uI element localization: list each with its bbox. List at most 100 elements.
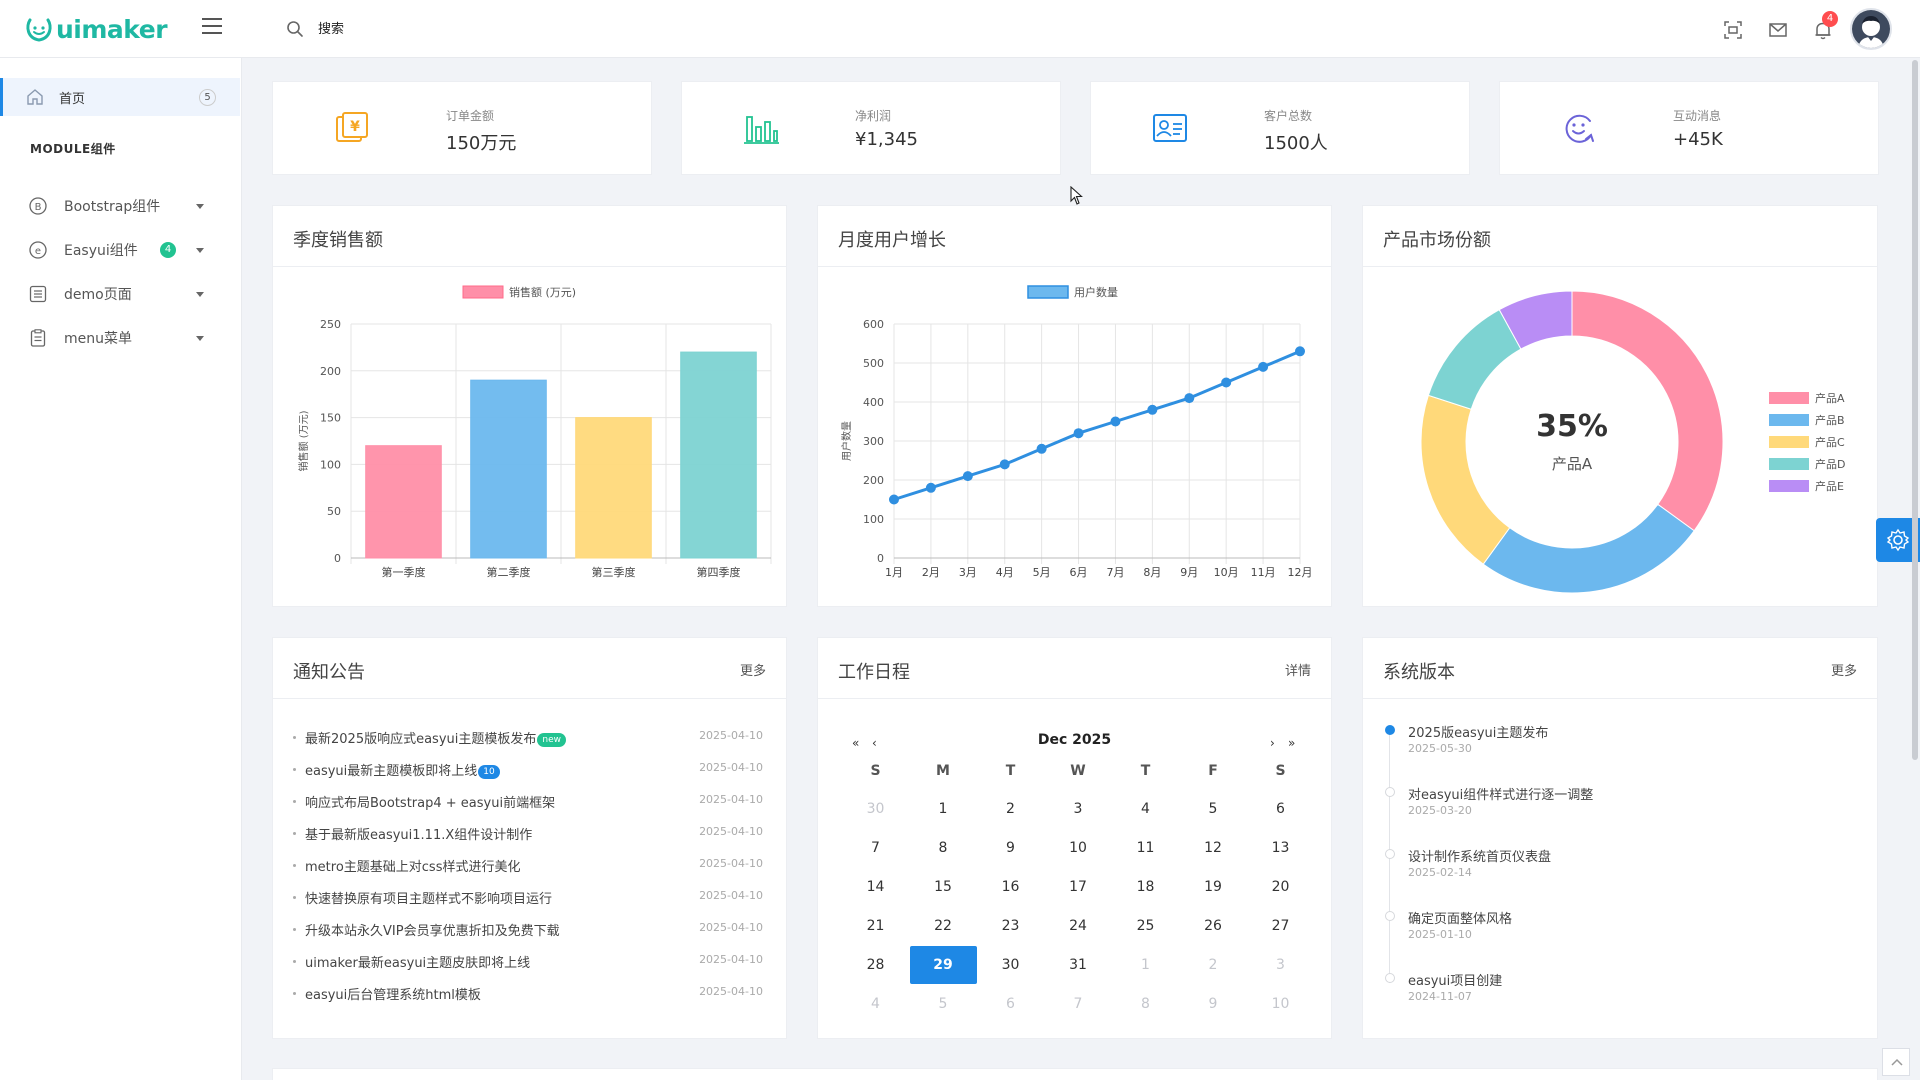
calendar-prev-year-button[interactable]: « <box>852 736 860 750</box>
calendar-day[interactable]: 21 <box>866 918 885 934</box>
timeline-title[interactable]: easyui项目创建 <box>1408 974 1503 989</box>
versions-more-link[interactable]: 更多 <box>1830 664 1857 679</box>
calendar-day[interactable]: 6 <box>1006 996 1015 1012</box>
calendar-day[interactable]: 1 <box>938 801 948 817</box>
y-tick-label: 0 <box>877 552 884 565</box>
panel-monthly-users: 月度用户增长 用户数量 0 100 200 300 400 500 600 1月 2月 3月 4月 5月… <box>817 205 1332 607</box>
search-input[interactable] <box>318 16 518 42</box>
stat-label: 订单金额 <box>446 109 495 123</box>
calendar-day[interactable]: 17 <box>1069 879 1087 895</box>
page-scrollbar[interactable] <box>1912 58 1918 1080</box>
calendar-day[interactable]: 3 <box>1073 801 1083 817</box>
notice-date: 2025-04-10 <box>699 921 763 934</box>
calendar-day[interactable]: 11 <box>1136 840 1155 856</box>
x-tick-label: 10月 <box>1214 566 1239 579</box>
x-tick-label: 2月 <box>922 566 940 579</box>
stat-card-net-profit: 净利润 ¥1,345 <box>681 81 1061 175</box>
calendar-next-month-button[interactable]: › <box>1270 736 1275 750</box>
x-tick-label: 第一季度 <box>382 565 426 579</box>
notice-item[interactable]: 升级本站永久VIP会员享优惠折扣及免费下载 2025-04-10 <box>293 920 763 940</box>
notice-item[interactable]: uimaker最新easyui主题皮肤即将上线 2025-04-10 <box>293 952 763 972</box>
calendar-day[interactable]: 14 <box>866 879 885 895</box>
calendar-day[interactable]: 20 <box>1271 879 1290 895</box>
data-point <box>1295 346 1305 357</box>
bar <box>680 351 757 559</box>
sidebar: 首页 5 MODULE组件 B Bootstrap组件 e Easyui组件 4… <box>0 58 242 1080</box>
x-tick-label: 5月 <box>1033 566 1051 579</box>
calendar-day[interactable]: 25 <box>1136 918 1155 934</box>
gear-icon <box>1886 528 1910 552</box>
calendar-day[interactable]: 2 <box>1006 801 1015 817</box>
notice-item[interactable]: easyui后台管理系统html模板 2025-04-10 <box>293 984 763 1004</box>
calendar-day[interactable]: 7 <box>871 840 880 856</box>
calendar-prev-month-button[interactable]: ‹ <box>872 736 877 750</box>
calendar-weekday-header: T <box>1005 763 1016 779</box>
calendar-day[interactable]: 5 <box>1208 801 1218 817</box>
calendar-next-year-button[interactable]: » <box>1288 736 1296 750</box>
sidebar-item-easyui[interactable]: e Easyui组件 4 <box>0 232 240 268</box>
calendar-day[interactable]: 2 <box>1208 957 1218 973</box>
calendar-day[interactable]: 27 <box>1271 918 1290 934</box>
timeline-title[interactable]: 确定页面整体风格 <box>1408 912 1513 927</box>
calendar-day[interactable]: 8 <box>1141 996 1150 1012</box>
calendar-day[interactable]: 4 <box>1141 801 1150 817</box>
bullet-dot <box>293 864 296 867</box>
bullet-dot <box>293 928 296 931</box>
calendar-day[interactable]: 1 <box>1141 957 1150 973</box>
calendar-day[interactable]: 23 <box>1001 918 1020 934</box>
calendar-day[interactable]: 28 <box>866 957 885 973</box>
notice-item[interactable]: 响应式布局Bootstrap4 + easyui前端框架 2025-04-10 <box>293 792 763 812</box>
calendar-day[interactable]: 13 <box>1271 840 1290 856</box>
calendar-day[interactable]: 30 <box>866 801 885 817</box>
sidebar-item-label: menu菜单 <box>64 331 132 347</box>
timeline-title[interactable]: 设计制作系统首页仪表盘 <box>1408 850 1552 865</box>
notices-more-link[interactable]: 更多 <box>739 664 766 679</box>
bullet-dot <box>293 896 296 899</box>
calendar-day[interactable]: 10 <box>1271 996 1290 1012</box>
timeline-title[interactable]: 对easyui组件样式进行逐一调整 <box>1408 788 1594 803</box>
calendar-day[interactable]: 9 <box>1208 996 1218 1012</box>
scroll-top-button[interactable] <box>1882 1048 1910 1076</box>
logo[interactable]: uimaker <box>24 10 168 48</box>
sidebar-item-home[interactable]: 首页 5 <box>0 78 240 116</box>
timeline-title[interactable]: 2025版easyui主题发布 <box>1408 726 1549 741</box>
sidebar-item-bootstrap[interactable]: B Bootstrap组件 <box>0 188 240 224</box>
fullscreen-icon[interactable] <box>1722 19 1744 41</box>
calendar-day[interactable]: 18 <box>1136 879 1155 895</box>
y-tick-label: 150 <box>320 412 341 425</box>
calendar-day[interactable]: 7 <box>1073 996 1083 1012</box>
calendar-day[interactable]: 29 <box>909 946 977 984</box>
calendar-day[interactable]: 16 <box>1001 879 1020 895</box>
notice-item[interactable]: metro主题基础上对css样式进行美化 2025-04-10 <box>293 856 763 876</box>
data-point <box>1110 416 1121 427</box>
calendar-day[interactable]: 6 <box>1276 801 1285 817</box>
mail-icon[interactable] <box>1767 19 1789 41</box>
notice-item[interactable]: 最新2025版响应式easyui主题模板发布 new 2025-04-10 <box>293 728 763 748</box>
notice-item[interactable]: 基于最新版easyui1.11.X组件设计制作 2025-04-10 <box>293 824 763 844</box>
sidebar-item-menu[interactable]: menu菜单 <box>0 320 240 356</box>
calendar-day[interactable]: 30 <box>1001 957 1020 973</box>
y-tick-label: 100 <box>863 513 884 526</box>
sidebar-item-label: demo页面 <box>64 287 132 303</box>
data-point <box>999 459 1010 470</box>
calendar-day[interactable]: 22 <box>934 918 952 934</box>
calendar-day[interactable]: 19 <box>1204 879 1222 895</box>
calendar-day[interactable]: 9 <box>1006 840 1015 856</box>
calendar-day[interactable]: 10 <box>1069 840 1087 856</box>
calendar-day[interactable]: 15 <box>934 879 952 895</box>
calendar-day[interactable]: 4 <box>871 996 880 1012</box>
menu-toggle-button[interactable] <box>202 18 222 36</box>
calendar-day[interactable]: 12 <box>1204 840 1222 856</box>
calendar-day[interactable]: 8 <box>938 840 948 856</box>
sidebar-item-demo[interactable]: demo页面 <box>0 276 240 312</box>
calendar-day[interactable]: 3 <box>1276 957 1285 973</box>
notice-item[interactable]: 快速替换原有项目主题样式不影响项目运行 2025-04-10 <box>293 888 763 908</box>
notice-item[interactable]: easyui最新主题模板即将上线 10 2025-04-10 <box>293 760 763 780</box>
calendar-day[interactable]: 5 <box>938 996 948 1012</box>
calendar-day[interactable]: 31 <box>1069 957 1087 973</box>
schedule-details-link[interactable]: 详情 <box>1284 664 1311 679</box>
scrollbar-thumb[interactable] <box>1912 60 1918 760</box>
avatar[interactable] <box>1850 8 1892 50</box>
calendar-day[interactable]: 26 <box>1204 918 1222 934</box>
calendar-day[interactable]: 24 <box>1069 918 1087 934</box>
